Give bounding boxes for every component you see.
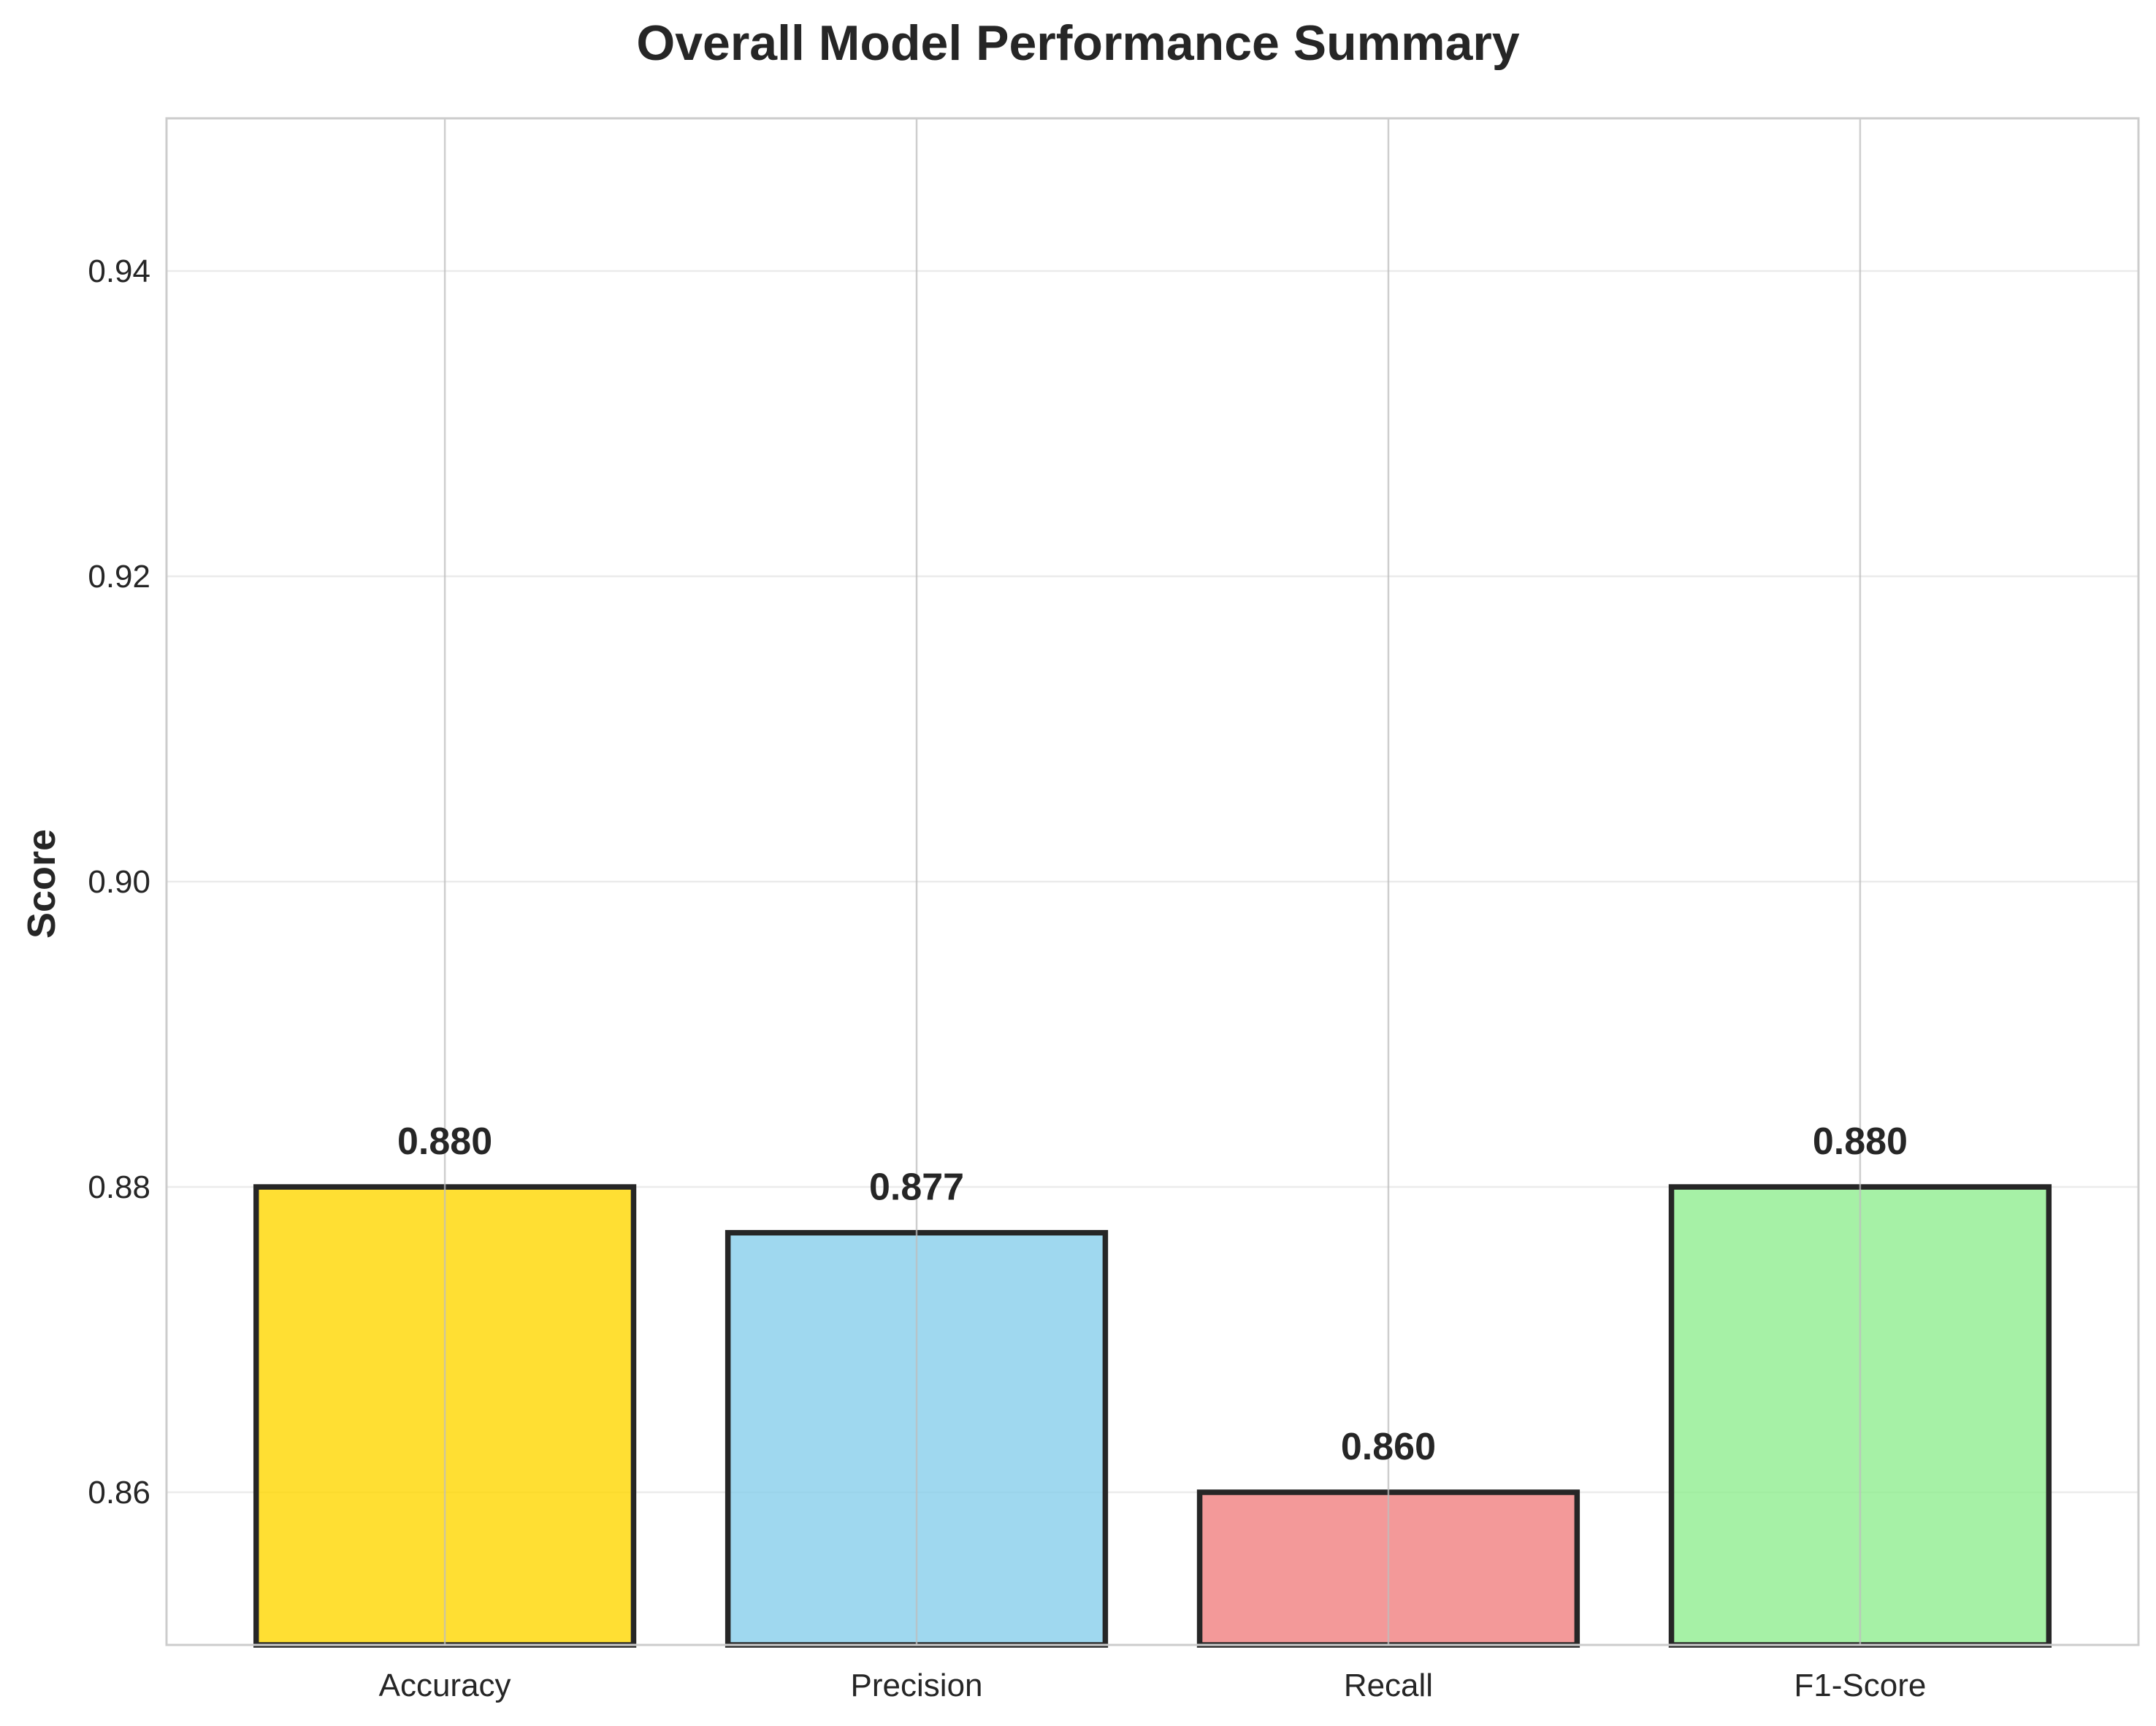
plot-area-frame xyxy=(165,117,2140,1646)
x-tick-label: F1-Score xyxy=(1794,1668,1926,1703)
bar-value-label: 0.880 xyxy=(397,1120,492,1163)
chart-title: Overall Model Performance Summary xyxy=(636,15,1520,71)
bar-value-label: 0.877 xyxy=(869,1166,964,1209)
y-tick-label: 0.90 xyxy=(88,864,150,900)
y-tick-label: 0.86 xyxy=(88,1475,150,1511)
y-tick-label: 0.88 xyxy=(88,1169,150,1205)
y-axis-label: Score xyxy=(20,829,64,939)
x-tick-label: Accuracy xyxy=(379,1668,511,1703)
bar-value-label: 0.860 xyxy=(1341,1426,1436,1468)
bar-value-labels: 0.880 0.877 0.860 0.880 xyxy=(397,1120,1908,1468)
vertical-grid-lines xyxy=(443,118,1862,1645)
y-axis-ticks: 0.86 0.88 0.90 0.92 0.94 xyxy=(88,253,150,1511)
x-axis-ticks: Accuracy Precision Recall F1-Score xyxy=(379,1668,1927,1703)
y-tick-label: 0.94 xyxy=(88,253,150,289)
x-tick-label: Recall xyxy=(1344,1668,1433,1703)
bar-value-label: 0.880 xyxy=(1813,1120,1908,1163)
y-tick-label: 0.92 xyxy=(88,559,150,595)
x-tick-label: Precision xyxy=(851,1668,983,1703)
